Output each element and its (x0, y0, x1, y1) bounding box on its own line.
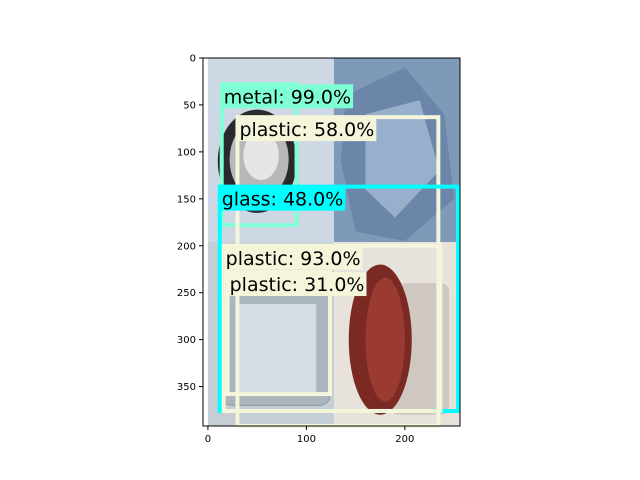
x-tick-label: 200 (395, 434, 414, 445)
detection-boxes: metal: 99.0% plastic: 58.0% glass: 48.0% pl… (217, 82, 461, 429)
detection-label: plastic: 58.0% (239, 119, 374, 141)
detection-label: metal: 99.0% (224, 86, 351, 108)
y-tick-label: 200 (177, 241, 196, 252)
y-tick-label: 50 (183, 100, 196, 111)
glass-jar-red-lid-shape (348, 264, 450, 415)
detection-label: plastic: 93.0% (226, 248, 361, 270)
y-tick-label: 250 (177, 288, 196, 299)
photo-image (207, 58, 460, 426)
detection-label-background (221, 84, 354, 109)
y-tick-label: 100 (177, 147, 196, 158)
y-tick-label: 0 (190, 54, 196, 65)
detection-label: glass: 48.0% (222, 189, 344, 211)
detection-label: plastic: 31.0% (230, 274, 365, 296)
detection-label-background (227, 272, 367, 297)
y-tick-label: 150 (177, 194, 196, 205)
detection-label-background (223, 245, 363, 270)
y-tick-label: 300 (177, 335, 196, 346)
x-tick-label: 100 (297, 434, 316, 445)
glass-jar-shape (221, 292, 331, 406)
detection-label-background (237, 117, 377, 142)
detection-label-background (219, 186, 346, 211)
y-tick-label: 350 (177, 382, 196, 393)
axes-frame (202, 57, 461, 427)
x-tick-label: 0 (205, 434, 211, 445)
axis-ticks: 0 100 200 0 50 100 150 200 250 300 350 (177, 54, 414, 446)
